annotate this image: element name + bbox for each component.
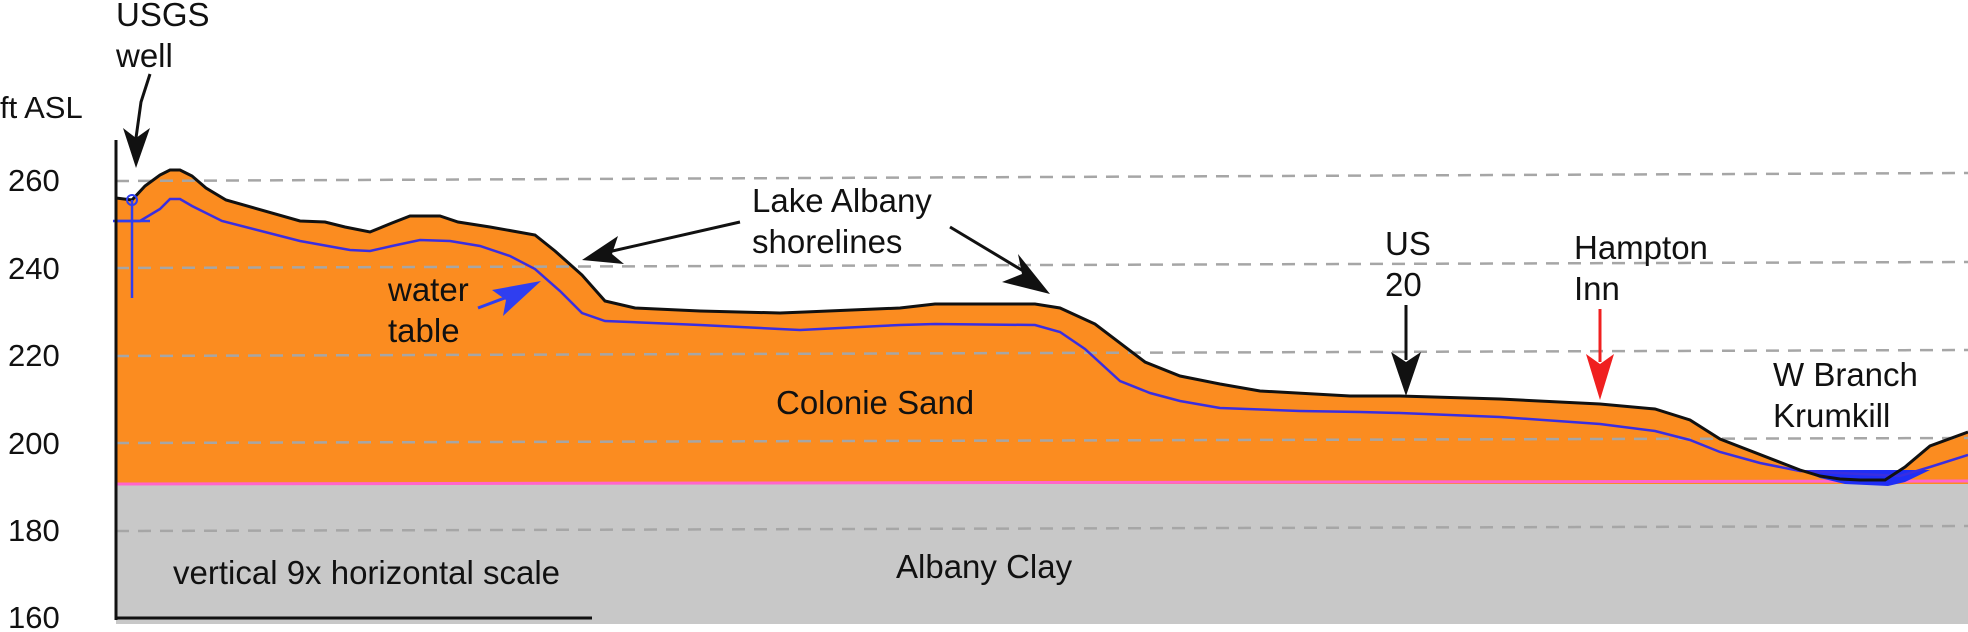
tick-label-240: 240 bbox=[8, 251, 60, 286]
shorelines-label-line2: shorelines bbox=[752, 223, 902, 260]
albany-clay-layer bbox=[116, 484, 1968, 624]
us20-label-line1: US bbox=[1385, 225, 1431, 262]
hampton-inn-label-line1: Hampton bbox=[1574, 229, 1708, 266]
us20-arrow bbox=[1391, 305, 1421, 396]
shorelines-arrow-right bbox=[949, 225, 1050, 294]
usgs-well-label-line1: USGS bbox=[116, 0, 210, 33]
scale-note-label: vertical 9x horizontal scale bbox=[173, 554, 560, 591]
ground-surface-line bbox=[115, 168, 1968, 482]
shorelines-label-line1: Lake Albany bbox=[752, 182, 932, 219]
usgs-well-arrow bbox=[123, 73, 152, 168]
usgs-well-label-line2: well bbox=[115, 37, 173, 74]
tick-label-200: 200 bbox=[8, 426, 60, 461]
sand-clay-contact-line bbox=[115, 479, 1968, 486]
grid-line-180 bbox=[115, 524, 1968, 533]
water-table-arrow bbox=[477, 281, 541, 316]
grid-line-220 bbox=[115, 348, 1968, 358]
w-branch-label-line1: W Branch bbox=[1773, 356, 1918, 393]
tick-label-180: 180 bbox=[8, 513, 60, 548]
grid-line-200 bbox=[115, 436, 1968, 445]
tick-label-220: 220 bbox=[8, 338, 60, 373]
us20-label-line2: 20 bbox=[1385, 266, 1422, 303]
water-table-line bbox=[116, 197, 1968, 478]
shorelines-arrow-left bbox=[582, 220, 741, 264]
hampton-inn-arrow bbox=[1586, 309, 1614, 400]
grid-line-240 bbox=[115, 260, 1968, 270]
colonie-sand-label: Colonie Sand bbox=[776, 384, 974, 421]
albany-clay-label: Albany Clay bbox=[896, 548, 1073, 585]
hampton-inn-label-line2: Inn bbox=[1574, 270, 1620, 307]
tick-label-260: 260 bbox=[8, 163, 60, 198]
tick-label-160: 160 bbox=[8, 600, 60, 632]
water-table-label-line1: water bbox=[387, 271, 469, 308]
w-branch-label-line2: Krumkill bbox=[1773, 397, 1890, 434]
water-table-label-line2: table bbox=[388, 312, 460, 349]
well-head-marker bbox=[126, 194, 138, 206]
grid-line-260 bbox=[115, 171, 1968, 183]
axis-unit-label: ft ASL bbox=[0, 90, 83, 125]
stream-water bbox=[1800, 470, 1930, 486]
